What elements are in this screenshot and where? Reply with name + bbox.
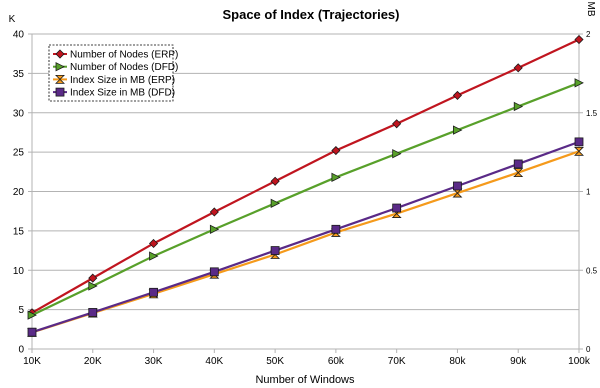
series-line-2 <box>31 81 580 317</box>
x-tick-labels: 10K 20K 30K 40K 50K 60k 70K 80k 90k 100k <box>23 356 591 367</box>
data-point <box>209 224 220 234</box>
data-point <box>209 207 219 217</box>
data-point <box>392 119 402 129</box>
data-point <box>149 251 159 261</box>
data-point <box>27 327 37 337</box>
data-point <box>88 308 98 317</box>
data-point <box>574 146 584 156</box>
x-tick-label: 80k <box>449 356 466 367</box>
y-tick-label-left: 35 <box>13 69 25 80</box>
series-lines <box>27 34 584 337</box>
data-point <box>513 101 524 112</box>
data-point <box>27 310 37 320</box>
data-point <box>149 287 158 297</box>
data-point <box>88 281 98 291</box>
left-y-tick-labels: 0 5 10 15 20 25 30 35 40 <box>13 30 25 356</box>
right-y-tick-labels: 0 0.5 1 1.5 2 <box>586 30 598 354</box>
legend-label: Index Size in MB (DFD) <box>70 88 175 99</box>
y-tick-label-right: 1 <box>586 188 591 197</box>
y-tick-label-left: 40 <box>13 30 25 41</box>
data-point <box>270 176 280 186</box>
y-tick-label-left: 5 <box>18 305 24 316</box>
series-markers-1 <box>27 34 584 318</box>
legend-label: Number of Nodes (DFD) <box>70 62 178 73</box>
data-point <box>453 181 462 191</box>
legend-swatch-marker <box>55 49 65 59</box>
y-tick-label-right: 1.5 <box>586 109 598 118</box>
data-point <box>513 168 524 178</box>
data-point <box>148 238 159 249</box>
data-point <box>574 34 584 45</box>
y-tick-label-right: 0.5 <box>586 266 598 275</box>
y-tick-label-left: 20 <box>13 187 25 198</box>
data-point <box>331 172 341 182</box>
legend-item: Number of Nodes (DFD) <box>53 62 178 73</box>
legend-label: Index Size in MB (ERP) <box>70 75 175 86</box>
legend-item: Index Size in MB (DFD) <box>53 88 175 99</box>
x-tick-label: 90k <box>510 356 527 367</box>
x-tick-label: 40K <box>205 356 223 367</box>
data-point <box>331 145 341 156</box>
data-point <box>513 159 523 169</box>
left-axis-unit-label: K <box>9 14 16 25</box>
right-axis-unit-label: MB <box>585 2 596 17</box>
legend-label: Number of Nodes (ERP) <box>70 50 178 61</box>
y-tick-label-left: 0 <box>18 345 24 356</box>
data-point <box>453 125 463 135</box>
series-markers-2 <box>27 78 584 320</box>
series-markers-4 <box>27 137 584 337</box>
data-point <box>88 273 98 283</box>
y-tick-label-right: 0 <box>586 345 591 354</box>
x-tick-label: 10K <box>23 356 41 367</box>
x-tick-label: 100k <box>568 356 591 367</box>
y-tick-label-left: 30 <box>13 108 25 119</box>
chart-title: Space of Index (Trajectories) <box>222 7 399 22</box>
axes <box>28 33 583 353</box>
x-tick-label: 30K <box>145 356 163 367</box>
legend-swatch-marker <box>55 62 65 72</box>
data-point <box>331 224 341 234</box>
series-line-4 <box>31 140 580 334</box>
data-point <box>270 198 281 208</box>
data-point <box>513 63 523 73</box>
legend-swatch-marker <box>55 87 65 97</box>
x-tick-label: 20K <box>84 356 102 367</box>
data-point <box>574 78 584 88</box>
legend-swatch-marker <box>55 75 65 84</box>
legend-item: Index Size in MB (ERP) <box>53 75 175 86</box>
data-point <box>209 267 219 277</box>
data-point <box>574 137 584 147</box>
data-point <box>270 246 280 255</box>
y-tick-label-left: 25 <box>13 148 25 159</box>
legend-box <box>48 44 174 102</box>
y-tick-label-right: 2 <box>586 30 591 39</box>
y-tick-label-left: 10 <box>13 266 25 277</box>
legend: Number of Nodes (ERP)Number of Nodes (DF… <box>48 44 178 102</box>
data-point <box>392 203 402 213</box>
data-point <box>392 149 402 159</box>
x-tick-label: 70K <box>388 356 406 367</box>
legend-item: Number of Nodes (ERP) <box>53 49 178 61</box>
y-tick-label-left: 15 <box>13 226 25 237</box>
data-point <box>452 90 463 100</box>
x-axis-title: Number of Windows <box>255 374 355 386</box>
series-line-1 <box>31 38 580 314</box>
x-tick-label: 60k <box>328 356 345 367</box>
x-tick-label: 50K <box>266 356 284 367</box>
